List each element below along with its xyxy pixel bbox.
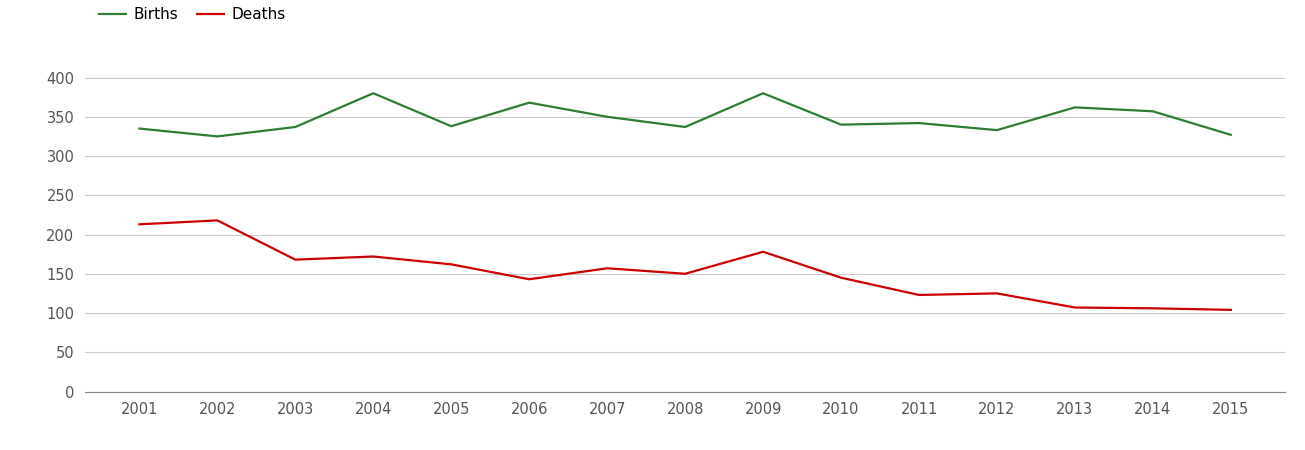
Births bbox=[287, 124, 303, 130]
Deaths bbox=[1067, 305, 1083, 310]
Line: Deaths: Deaths bbox=[140, 220, 1231, 310]
Births bbox=[1144, 108, 1160, 114]
Births bbox=[989, 127, 1005, 133]
Births bbox=[1067, 105, 1083, 110]
Legend: Births, Deaths: Births, Deaths bbox=[93, 1, 292, 28]
Births bbox=[756, 90, 771, 96]
Deaths bbox=[1223, 307, 1238, 313]
Deaths bbox=[911, 292, 927, 297]
Births bbox=[522, 100, 538, 105]
Deaths bbox=[756, 249, 771, 255]
Deaths bbox=[210, 218, 226, 223]
Births bbox=[1223, 132, 1238, 138]
Deaths bbox=[365, 254, 381, 259]
Births bbox=[210, 134, 226, 139]
Line: Births: Births bbox=[140, 93, 1231, 136]
Deaths bbox=[287, 257, 303, 262]
Deaths bbox=[599, 266, 615, 271]
Births bbox=[599, 114, 615, 120]
Births bbox=[365, 90, 381, 96]
Births bbox=[132, 126, 147, 131]
Deaths bbox=[989, 291, 1005, 296]
Births bbox=[833, 122, 848, 127]
Births bbox=[677, 124, 693, 130]
Deaths bbox=[444, 261, 459, 267]
Births bbox=[444, 123, 459, 129]
Deaths bbox=[522, 277, 538, 282]
Deaths bbox=[833, 275, 848, 280]
Deaths bbox=[132, 221, 147, 227]
Births bbox=[911, 120, 927, 126]
Deaths bbox=[1144, 306, 1160, 311]
Deaths bbox=[677, 271, 693, 276]
